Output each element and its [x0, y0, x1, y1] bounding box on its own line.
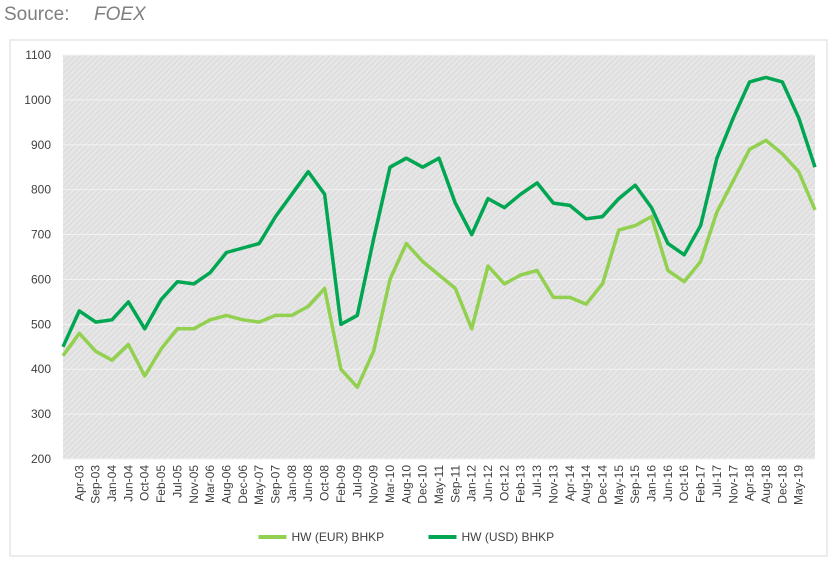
x-tick-label: Feb-13 [514, 465, 528, 503]
y-tick-label: 500 [31, 317, 51, 331]
source: FOEX [94, 4, 147, 25]
x-tick-label: Oct-12 [497, 465, 511, 501]
x-tick-label: Feb-05 [154, 465, 168, 503]
x-tick-label: Jan-04 [105, 465, 119, 502]
x-tick-label: Nov-13 [546, 465, 560, 504]
x-tick-label: Jun-04 [121, 465, 135, 502]
x-tick-label: Dec-14 [595, 465, 609, 504]
x-tick-label: Dec-18 [775, 465, 789, 504]
y-tick-label: 800 [31, 183, 51, 197]
y-tick-label: 1000 [24, 93, 51, 107]
x-tick-label: Aug-06 [219, 465, 233, 504]
x-tick-label: Apr-14 [563, 465, 577, 501]
x-tick-label: Nov-17 [726, 465, 740, 504]
x-tick-label: Jul-09 [350, 465, 364, 498]
x-tick-label: Nov-05 [187, 465, 201, 504]
y-tick-label: 1100 [25, 48, 51, 62]
source-label: Source: [4, 4, 69, 25]
x-tick-label: Aug-14 [579, 465, 593, 504]
x-tick-label: Sep-11 [448, 465, 462, 503]
x-tick-label: Sep-07 [269, 465, 283, 504]
x-tick-label: Dec-10 [416, 465, 430, 504]
x-tick-label: May-07 [252, 465, 266, 505]
x-tick-label: Nov-09 [367, 465, 381, 504]
y-tick-label: 400 [31, 362, 51, 376]
x-tick-label: Feb-09 [334, 465, 348, 503]
x-tick-label: Mar-06 [203, 465, 217, 503]
x-tick-label: Jun-16 [661, 465, 675, 502]
x-tick-label: Feb-17 [694, 465, 708, 503]
x-tick-label: Oct-08 [318, 465, 332, 501]
x-tick-label: Jun-08 [301, 465, 315, 502]
x-tick-label: Oct-04 [138, 465, 152, 501]
x-tick-label: Jan-08 [285, 465, 299, 502]
x-tick-label: Jul-05 [170, 465, 184, 498]
x-tick-label: Jul-17 [710, 465, 724, 498]
x-tick-label: Jan-12 [465, 465, 479, 502]
x-tick-label: May-11 [432, 465, 446, 504]
x-tick-label: Aug-18 [759, 465, 773, 504]
x-tick-label: Jul-13 [530, 465, 544, 498]
y-tick-label: 600 [31, 272, 51, 286]
x-tick-label: Apr-03 [72, 465, 86, 501]
x-tick-label: Jan-16 [645, 465, 659, 502]
y-tick-label: 900 [31, 138, 51, 152]
x-tick-label: Sep-15 [628, 465, 642, 504]
y-tick-label: 300 [31, 407, 51, 421]
plot-area [63, 55, 815, 459]
x-tick-label: Apr-18 [743, 465, 757, 501]
y-tick-label: 700 [31, 228, 51, 242]
x-tick-label: Aug-10 [399, 465, 413, 504]
x-tick-label: Dec-06 [236, 465, 250, 504]
series-line [61, 75, 817, 348]
x-tick-label: Mar-10 [383, 465, 397, 503]
x-tick-label: May-19 [792, 465, 806, 505]
x-tick-label: Jun-12 [481, 465, 495, 502]
legend-label: HW (USD) BHKP [462, 530, 555, 544]
x-tick-label: Oct-16 [677, 465, 691, 501]
x-tick-label: Sep-03 [89, 465, 103, 504]
y-tick-label: 200 [31, 452, 51, 466]
x-tick-label: May-15 [612, 465, 626, 505]
legend-label: HW (EUR) BHKP [292, 530, 385, 544]
series-line [61, 138, 817, 389]
